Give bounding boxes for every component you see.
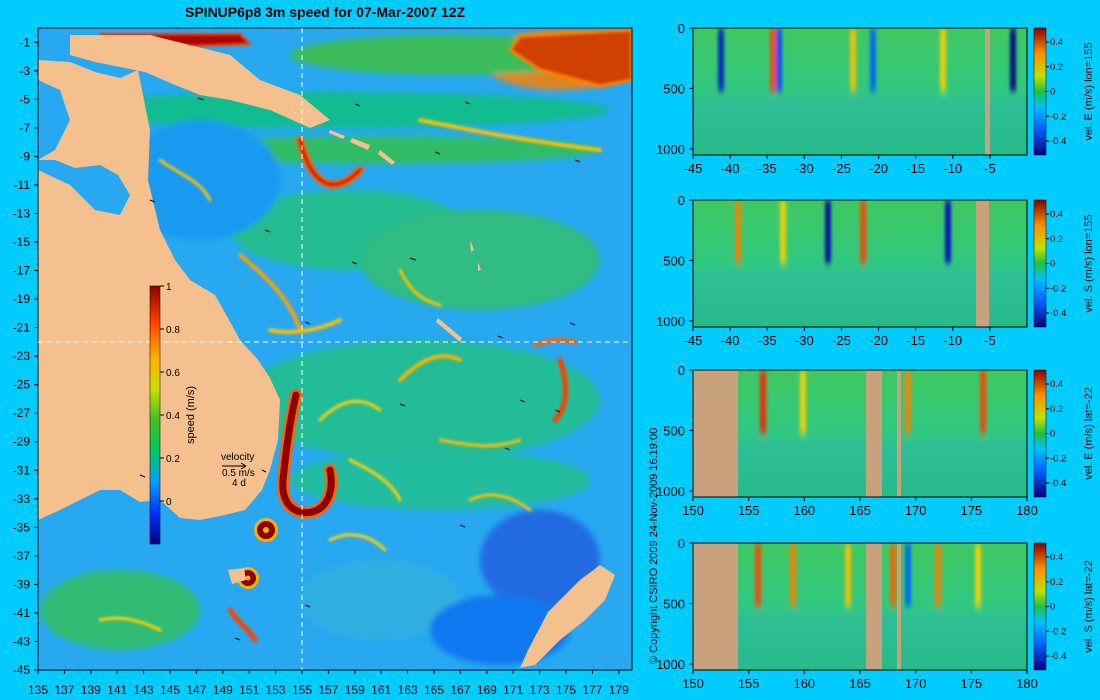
map-y-tick-label: -1 — [19, 35, 30, 49]
map-y-tick-label: -31 — [13, 463, 31, 477]
map-x-tick-label: 149 — [213, 683, 233, 697]
map-y-tick-label: -39 — [13, 577, 31, 591]
new-zealand-land — [520, 565, 615, 668]
map-x-tick-label: 179 — [609, 683, 629, 697]
map-x-tick-label: 139 — [81, 683, 101, 697]
map-y-tick-label: -27 — [13, 406, 31, 420]
map-x-tick-label: 141 — [107, 683, 127, 697]
map-x-tick-label: 137 — [54, 683, 74, 697]
map-y-tick-label: -17 — [13, 264, 31, 278]
map-x-tick-label: 145 — [160, 683, 180, 697]
map-y-tick-label: -3 — [19, 64, 30, 78]
speed-field — [38, 28, 632, 670]
map-x-tick-label: 153 — [266, 683, 286, 697]
map-y-tick-label: -7 — [19, 121, 30, 135]
main-title: SPINUP6p8 3m speed for 07-Mar-2007 12Z — [185, 4, 466, 20]
map-x-tick-label: 161 — [371, 683, 391, 697]
map-x-tick-label: 159 — [345, 683, 365, 697]
map-x-tick-label: 173 — [530, 683, 550, 697]
map-y-tick-label: -9 — [19, 149, 30, 163]
map-x-tick-label: 171 — [503, 683, 523, 697]
speed-colorbar — [149, 285, 161, 545]
map-x-tick-label: 169 — [477, 683, 497, 697]
speed-colorbar-tick-label: 0.8 — [166, 325, 180, 336]
map-y-tick-label: -25 — [13, 378, 31, 392]
new-guinea-land — [70, 35, 330, 128]
map-y-tick-label: -45 — [13, 663, 31, 677]
map-y-tick-label: -11 — [14, 178, 31, 192]
velocity-key-speed: 0.5 m/s — [222, 468, 255, 479]
map-y-tick-label: -37 — [13, 549, 31, 563]
map-y-tick-label: -35 — [13, 520, 31, 534]
map-x-axis: 135 137 139 141 143 145 147 149 151 153 155 157 159 1… — [28, 670, 629, 697]
velocity-key-label: velocity — [221, 452, 254, 463]
map-y-tick-label: -29 — [13, 435, 31, 449]
speed-colorbar-tick-label: 0.6 — [166, 368, 180, 379]
velocity-key: velocity 0.5 m/s 4 d — [221, 452, 255, 489]
map-x-tick-label: 155 — [292, 683, 312, 697]
map-x-tick-label: 135 — [28, 683, 48, 697]
map-x-tick-label: 163 — [398, 683, 418, 697]
speed-colorbar-ticks: 0 0.2 0.4 0.6 0.8 1 — [160, 282, 180, 508]
speed-colorbar-tick-label: 0.2 — [166, 454, 180, 465]
map-x-tick-label: 151 — [239, 683, 259, 697]
map-y-tick-label: -41 — [13, 606, 31, 620]
speed-colorbar-tick-label: 0 — [166, 497, 172, 508]
tasmania-land — [228, 568, 246, 584]
new-caledonia-land — [436, 318, 462, 342]
map-y-tick-label: -21 — [13, 321, 31, 335]
speed-colorbar-tick-label: 1 — [166, 282, 172, 293]
map-y-tick-label: -15 — [13, 235, 31, 249]
map-x-tick-label: 165 — [424, 683, 444, 697]
speed-colorbar-tick-label: 0.4 — [166, 411, 180, 422]
map-y-tick-label: -33 — [13, 492, 31, 506]
map-y-tick-label: -23 — [13, 349, 31, 363]
map-y-tick-label: -5 — [19, 92, 30, 106]
map-x-tick-label: 143 — [134, 683, 154, 697]
map-x-tick-label: 147 — [186, 683, 206, 697]
map-y-tick-label: -13 — [13, 206, 31, 220]
map-x-tick-label: 157 — [318, 683, 338, 697]
map-x-tick-label: 167 — [450, 683, 470, 697]
copyright-text: © Copyright CSIRO 2009 24-Nov-2009 16:19… — [648, 427, 660, 664]
speed-colorbar-label: speed (m/s) — [185, 386, 197, 444]
map-y-tick-label: -19 — [13, 292, 31, 306]
map-y-axis: -1 -3 -5 -7 -9 -11 -13 -15 -17 -19 -21 -23 -25 -27 -29… — [13, 35, 38, 677]
velocity-key-duration: 4 d — [232, 478, 246, 489]
map-x-tick-label: 177 — [582, 683, 602, 697]
map-y-tick-label: -43 — [13, 634, 31, 648]
map-x-tick-label: 175 — [556, 683, 576, 697]
